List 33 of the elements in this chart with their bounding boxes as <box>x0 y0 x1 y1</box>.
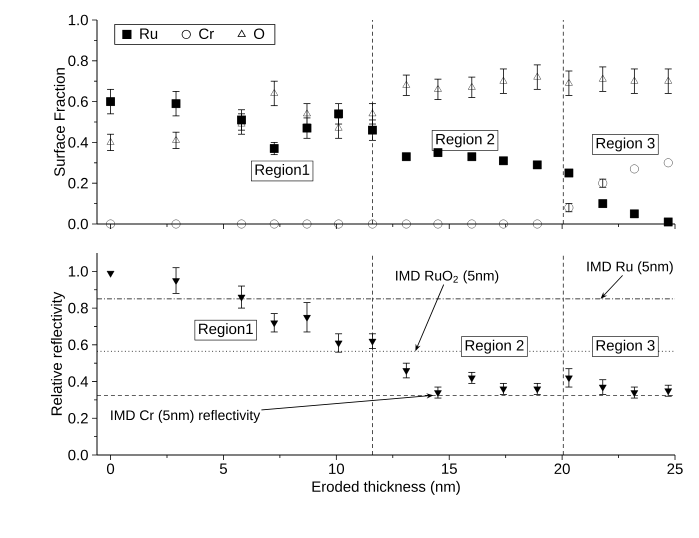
y-tick-label: 1.0 <box>68 266 88 277</box>
annotation: Region1 <box>256 164 310 178</box>
x-axis-title: Eroded thickness (nm) <box>312 480 460 495</box>
y-axis-title: Relative reflectivity <box>50 292 65 416</box>
annotation: IMD RuO$_{2}$ (5nm) <box>396 270 498 284</box>
y-tick-label: 0.0 <box>68 218 88 230</box>
y-tick-label: 0.8 <box>68 56 88 66</box>
y-tick-label: 0.8 <box>68 302 88 314</box>
y-tick-label: 1.0 <box>68 14 88 26</box>
x-tick-label: 5 <box>220 464 227 474</box>
annotation: Region 2 <box>436 133 494 148</box>
annotation: IMD Ru (5nm) <box>587 261 673 274</box>
x-tick-label: 10 <box>329 464 344 474</box>
legend-label: Cr <box>199 28 214 40</box>
x-tick-label: 0 <box>106 464 114 474</box>
y-tick-label: 0.6 <box>68 96 88 107</box>
y-tick-label: 0.2 <box>68 178 88 188</box>
y-tick-label: 0.4 <box>68 137 88 148</box>
x-tick-label: 15 <box>442 464 457 474</box>
annotation: IMD Cr (5nm) reflectivity <box>111 410 260 423</box>
y-tick-label: 0.4 <box>68 376 88 387</box>
annotation: Region 2 <box>466 340 524 354</box>
y-axis-title: Surface Fraction <box>54 68 65 176</box>
y-tick-label: 0.2 <box>68 412 88 424</box>
annotation: Region1 <box>199 323 253 338</box>
annotation: Region 3 <box>596 137 655 152</box>
legend-label: O <box>254 28 264 40</box>
annotation: Region 3 <box>596 340 655 354</box>
x-tick-label: 25 <box>667 464 683 474</box>
y-tick-label: 0.0 <box>68 450 88 460</box>
legend-label: Ru <box>140 28 158 39</box>
x-tick-label: 20 <box>554 464 570 474</box>
y-tick-label: 0.6 <box>68 340 88 350</box>
